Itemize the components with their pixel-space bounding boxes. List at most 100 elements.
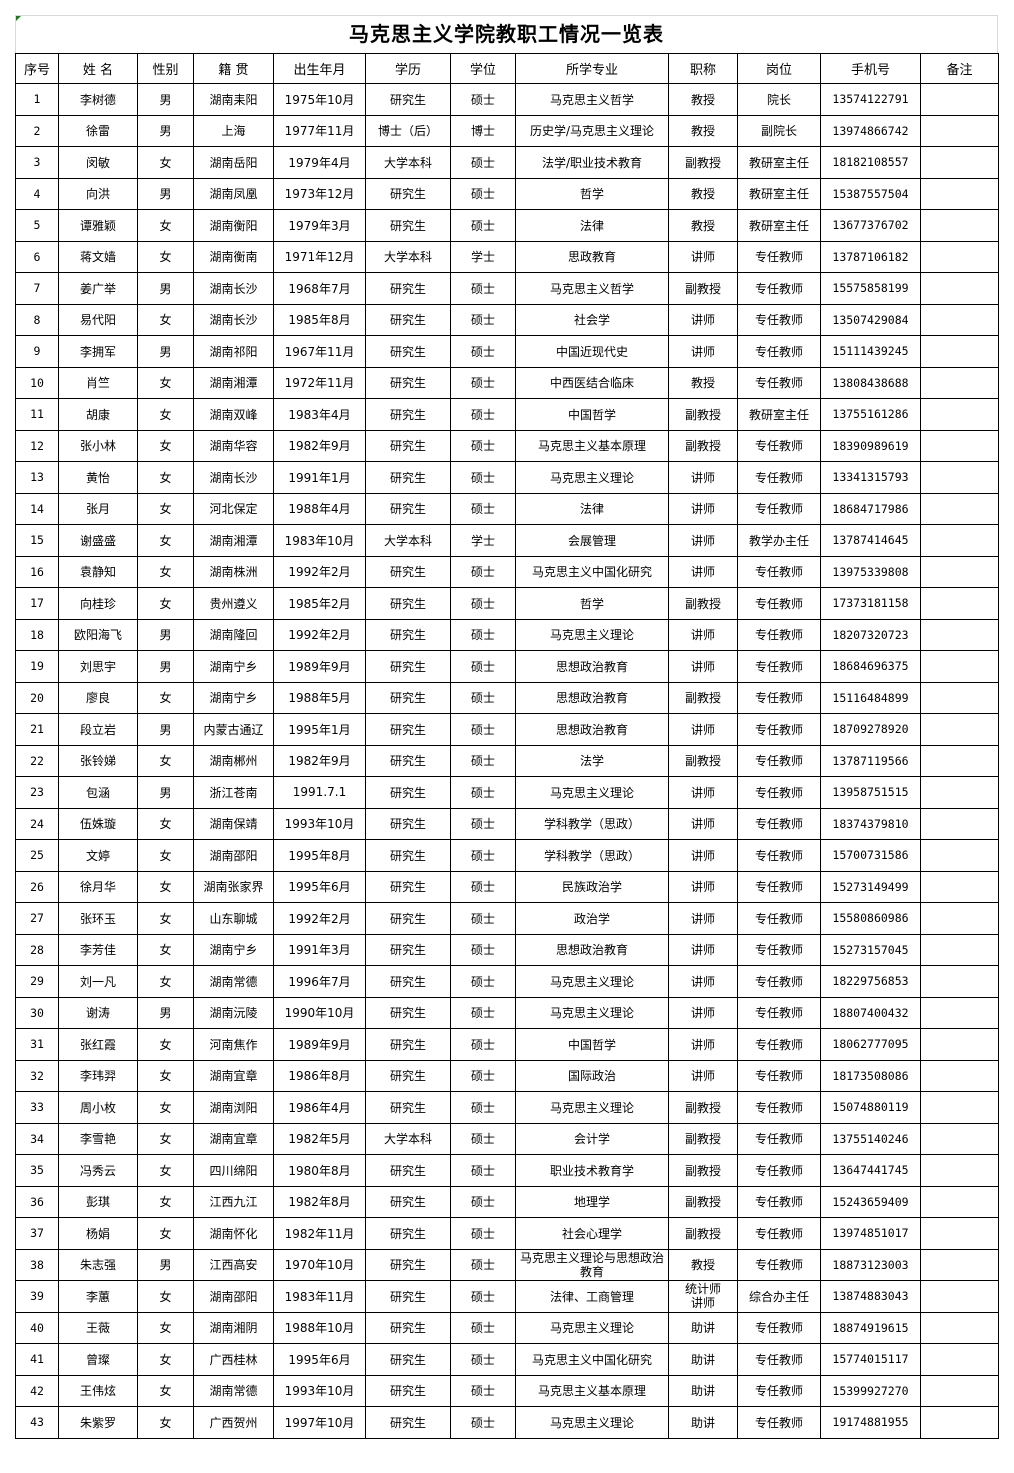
cell-native-place[interactable]: 四川绵阳	[193, 1154, 274, 1187]
cell-degree[interactable]: 硕士	[450, 587, 516, 620]
cell-remarks[interactable]	[920, 1374, 999, 1407]
cell-remarks[interactable]	[920, 933, 999, 966]
cell-position[interactable]: 专任教师	[737, 776, 821, 809]
cell-title[interactable]: 讲师	[668, 996, 738, 1029]
cell-name[interactable]: 蒋文嫱	[58, 240, 138, 273]
cell-degree[interactable]: 硕士	[450, 650, 516, 683]
cell-name[interactable]: 黄怡	[58, 461, 138, 494]
cell-index[interactable]: 13	[15, 461, 59, 494]
cell-remarks[interactable]	[920, 996, 999, 1029]
cell-birth-date[interactable]: 1985年2月	[273, 587, 366, 620]
cell-title[interactable]: 副教授	[668, 1217, 738, 1250]
cell-index[interactable]: 12	[15, 429, 59, 462]
cell-position[interactable]: 专任教师	[737, 996, 821, 1029]
cell-major[interactable]: 马克思主义哲学	[515, 272, 669, 305]
cell-phone[interactable]: 15575858199	[820, 272, 921, 305]
cell-native-place[interactable]: 广西贺州	[193, 1406, 274, 1439]
cell-gender[interactable]: 女	[137, 933, 194, 966]
cell-phone[interactable]: 18873123003	[820, 1248, 921, 1281]
cell-major[interactable]: 马克思主义理论	[515, 965, 669, 998]
cell-phone[interactable]: 15399927270	[820, 1374, 921, 1407]
cell-title[interactable]: 副教授	[668, 1154, 738, 1187]
cell-major[interactable]: 学科教学（思政）	[515, 807, 669, 840]
cell-title[interactable]: 讲师	[668, 240, 738, 273]
cell-remarks[interactable]	[920, 902, 999, 935]
cell-native-place[interactable]: 湖南邵阳	[193, 1280, 274, 1313]
column-header-index[interactable]: 序号	[15, 53, 59, 84]
cell-education[interactable]: 研究生	[365, 1280, 451, 1313]
cell-gender[interactable]: 男	[137, 1248, 194, 1281]
cell-major[interactable]: 社会学	[515, 303, 669, 336]
cell-degree[interactable]: 硕士	[450, 1122, 516, 1155]
cell-native-place[interactable]: 湖南祁阳	[193, 335, 274, 368]
cell-birth-date[interactable]: 1980年8月	[273, 1154, 366, 1187]
cell-native-place[interactable]: 湖南沅陵	[193, 996, 274, 1029]
cell-education[interactable]: 研究生	[365, 587, 451, 620]
cell-title[interactable]: 副教授	[668, 429, 738, 462]
cell-title[interactable]: 教授	[668, 209, 738, 242]
cell-native-place[interactable]: 湖南株洲	[193, 555, 274, 588]
cell-remarks[interactable]	[920, 209, 999, 242]
cell-education[interactable]: 研究生	[365, 870, 451, 903]
cell-major[interactable]: 中国哲学	[515, 398, 669, 431]
cell-education[interactable]: 研究生	[365, 1154, 451, 1187]
column-header-remarks[interactable]: 备注	[920, 53, 999, 84]
cell-position[interactable]: 教研室主任	[737, 177, 821, 210]
cell-birth-date[interactable]: 1996年7月	[273, 965, 366, 998]
cell-name[interactable]: 包涵	[58, 776, 138, 809]
cell-index[interactable]: 27	[15, 902, 59, 935]
cell-education[interactable]: 研究生	[365, 1185, 451, 1218]
cell-native-place[interactable]: 湖南常德	[193, 965, 274, 998]
cell-degree[interactable]: 硕士	[450, 272, 516, 305]
cell-gender[interactable]: 女	[137, 146, 194, 179]
cell-native-place[interactable]: 湖南双峰	[193, 398, 274, 431]
cell-title[interactable]: 助讲	[668, 1374, 738, 1407]
cell-native-place[interactable]: 湖南凤凰	[193, 177, 274, 210]
cell-phone[interactable]: 15387557504	[820, 177, 921, 210]
cell-major[interactable]: 马克思主义理论	[515, 1311, 669, 1344]
cell-education[interactable]: 研究生	[365, 681, 451, 714]
cell-index[interactable]: 40	[15, 1311, 59, 1344]
cell-name[interactable]: 易代阳	[58, 303, 138, 336]
cell-gender[interactable]: 男	[137, 618, 194, 651]
cell-gender[interactable]: 女	[137, 1374, 194, 1407]
cell-name[interactable]: 张环玉	[58, 902, 138, 935]
cell-remarks[interactable]	[920, 681, 999, 714]
cell-phone[interactable]: 15580860986	[820, 902, 921, 935]
cell-name[interactable]: 胡康	[58, 398, 138, 431]
cell-position[interactable]: 专任教师	[737, 335, 821, 368]
cell-education[interactable]: 研究生	[365, 933, 451, 966]
title-cell[interactable]: 马克思主义学院教职工情况一览表	[15, 15, 998, 53]
cell-remarks[interactable]	[920, 398, 999, 431]
cell-native-place[interactable]: 湖南耒阳	[193, 83, 274, 116]
cell-index[interactable]: 24	[15, 807, 59, 840]
cell-index[interactable]: 5	[15, 209, 59, 242]
cell-birth-date[interactable]: 1988年4月	[273, 492, 366, 525]
cell-index[interactable]: 29	[15, 965, 59, 998]
cell-birth-date[interactable]: 1991.7.1	[273, 776, 366, 809]
cell-major[interactable]: 中国近现代史	[515, 335, 669, 368]
cell-gender[interactable]: 女	[137, 209, 194, 242]
cell-index[interactable]: 34	[15, 1122, 59, 1155]
cell-position[interactable]: 专任教师	[737, 1248, 821, 1281]
cell-name[interactable]: 张红霞	[58, 1028, 138, 1061]
cell-gender[interactable]: 女	[137, 1406, 194, 1439]
cell-phone[interactable]: 18173508086	[820, 1059, 921, 1092]
cell-birth-date[interactable]: 1977年11月	[273, 114, 366, 147]
cell-major[interactable]: 马克思主义中国化研究	[515, 1343, 669, 1376]
cell-index[interactable]: 23	[15, 776, 59, 809]
cell-phone[interactable]: 18709278920	[820, 713, 921, 746]
cell-native-place[interactable]: 湖南宜章	[193, 1059, 274, 1092]
cell-title[interactable]: 讲师	[668, 870, 738, 903]
cell-phone[interactable]: 13974851017	[820, 1217, 921, 1250]
cell-degree[interactable]: 学士	[450, 524, 516, 557]
cell-position[interactable]: 专任教师	[737, 1217, 821, 1250]
cell-phone[interactable]: 19174881955	[820, 1406, 921, 1439]
cell-major[interactable]: 职业技术教育学	[515, 1154, 669, 1187]
cell-name[interactable]: 刘思宇	[58, 650, 138, 683]
cell-birth-date[interactable]: 1991年3月	[273, 933, 366, 966]
cell-phone[interactable]: 18684717986	[820, 492, 921, 525]
cell-native-place[interactable]: 河南焦作	[193, 1028, 274, 1061]
cell-phone[interactable]: 13677376702	[820, 209, 921, 242]
cell-title[interactable]: 教授	[668, 366, 738, 399]
